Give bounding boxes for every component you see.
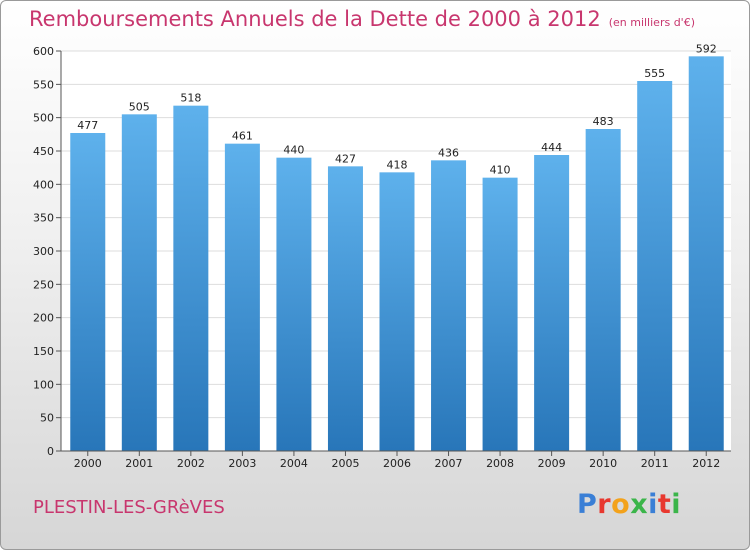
value-label-2001: 505	[129, 100, 150, 113]
logo-letter: r	[597, 489, 612, 520]
bar-2003	[224, 143, 260, 451]
y-tick-label: 250	[33, 278, 54, 291]
logo-letter: t	[657, 489, 672, 520]
bar-2006	[379, 172, 415, 452]
logo-letter: i	[671, 489, 682, 520]
value-label-2007: 436	[438, 146, 459, 159]
value-label-2005: 427	[335, 152, 356, 165]
bar-2001	[121, 114, 157, 451]
bar-2008	[482, 177, 518, 451]
logo-letter: i	[648, 489, 658, 520]
x-tick-label-2010: 2010	[589, 457, 617, 470]
value-label-2010: 483	[593, 115, 614, 128]
y-tick-label: 150	[33, 345, 54, 358]
value-label-2002: 518	[180, 92, 201, 105]
x-tick-label-2005: 2005	[331, 457, 359, 470]
y-tick-label: 300	[33, 245, 54, 258]
value-label-2008: 410	[490, 164, 511, 177]
bar-2011	[637, 81, 673, 451]
y-tick-label: 450	[33, 145, 54, 158]
bar-2009	[534, 155, 570, 451]
bar-2004	[276, 157, 312, 451]
bar-2005	[327, 166, 363, 452]
proxiti-logo: Proxiti	[577, 489, 681, 520]
value-label-2011: 555	[644, 67, 665, 80]
x-tick-label-2002: 2002	[177, 457, 205, 470]
x-tick-label-2006: 2006	[383, 457, 411, 470]
x-tick-label-2000: 2000	[74, 457, 102, 470]
value-label-2003: 461	[232, 130, 253, 143]
bar-2002	[173, 105, 209, 452]
chart-title-text: Remboursements Annuels de la Dette de 20…	[29, 7, 601, 31]
value-label-2004: 440	[283, 144, 304, 157]
y-tick-label: 600	[33, 45, 54, 58]
y-tick-label: 50	[40, 412, 54, 425]
y-tick-label: 550	[33, 78, 54, 91]
x-tick-label-2011: 2011	[641, 457, 669, 470]
x-tick-label-2008: 2008	[486, 457, 514, 470]
value-label-2000: 477	[77, 119, 98, 132]
bar-2010	[585, 129, 621, 451]
y-tick-label: 500	[33, 112, 54, 125]
value-label-2009: 444	[541, 141, 562, 154]
value-label-2012: 592	[696, 42, 717, 55]
x-tick-label-2012: 2012	[692, 457, 720, 470]
y-tick-label: 400	[33, 178, 54, 191]
x-tick-label-2003: 2003	[228, 457, 256, 470]
x-tick-label-2009: 2009	[538, 457, 566, 470]
bar-2007	[431, 160, 467, 452]
x-tick-label-2001: 2001	[125, 457, 153, 470]
y-tick-label: 100	[33, 378, 54, 391]
y-tick-label: 200	[33, 312, 54, 325]
logo-letter: x	[630, 489, 649, 520]
x-tick-label-2004: 2004	[280, 457, 308, 470]
y-tick-label: 350	[33, 212, 54, 225]
value-label-2006: 418	[387, 158, 408, 171]
commune-name: PLESTIN-LES-GRèVES	[33, 497, 225, 518]
logo-letter: o	[611, 489, 631, 520]
x-tick-label-2007: 2007	[435, 457, 463, 470]
logo-letter: P	[577, 489, 598, 520]
y-tick-label: 0	[47, 445, 54, 458]
chart-title: Remboursements Annuels de la Dette de 20…	[29, 7, 695, 31]
bar-2000	[70, 133, 106, 451]
chart-unit: (en milliers d'€)	[608, 16, 695, 29]
bar-2012	[688, 56, 724, 451]
